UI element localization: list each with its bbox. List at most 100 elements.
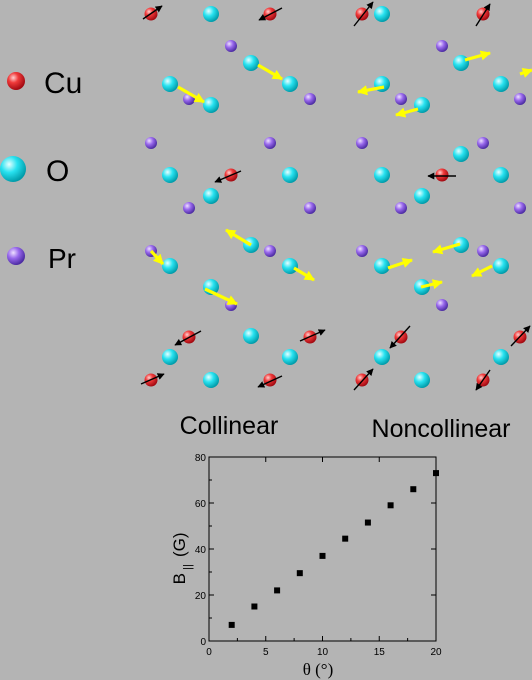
collinear-lattice (140, 5, 326, 388)
field-vs-angle-chart: 0 5 10 15 20 0 20 40 60 80 θ (°) B || (G) (170, 453, 442, 679)
oxygen-atom (162, 76, 178, 92)
y-tick-label: 20 (195, 591, 207, 602)
legend-item-cu: Cu (7, 67, 82, 100)
x-tick-label: 0 (206, 647, 212, 658)
pr-moment-arrow (432, 242, 461, 255)
cu-moment-arrow (475, 3, 491, 27)
pr-moment-arrow (471, 264, 493, 278)
data-point (228, 621, 235, 628)
noncollinear-lattice (353, 1, 532, 391)
oxygen-atom (374, 258, 390, 274)
y-tick-label: 0 (200, 637, 206, 648)
pr-moment-arrow (149, 249, 165, 266)
data-point (342, 535, 349, 542)
praseodymium-atom (436, 40, 448, 52)
cu-moment-arrow (475, 369, 491, 391)
cu-moment-arrow (389, 325, 411, 349)
legend-label-pr: Pr (48, 243, 76, 274)
cu-moment-arrow (353, 368, 374, 391)
praseodymium-atom (477, 245, 489, 257)
praseodymium-atom (304, 93, 316, 105)
praseodymium-atom-icon (7, 247, 25, 265)
x-axis: 0 5 10 15 20 (206, 457, 442, 658)
oxygen-atom (162, 349, 178, 365)
data-point (410, 486, 417, 493)
pr-moment-arrow (204, 287, 238, 306)
praseodymium-atom (356, 137, 368, 149)
pr-moment-arrow (387, 258, 413, 270)
oxygen-atom (493, 258, 509, 274)
collinear-label: Collinear (180, 412, 279, 440)
oxygen-atom (243, 328, 259, 344)
pr-moment-arrow (257, 63, 283, 81)
y-axis: 0 20 40 60 80 (195, 453, 436, 648)
praseodymium-atom (395, 202, 407, 214)
y-tick-label: 40 (195, 545, 207, 556)
copper-atom-icon (7, 72, 25, 90)
pr-moment-arrow (464, 50, 491, 62)
oxygen-atom (162, 258, 178, 274)
pr-moment-arrow (356, 85, 385, 96)
oxygen-atom (374, 349, 390, 365)
cu-moment-arrow (353, 1, 374, 27)
y-axis-label-unit: (G) (170, 532, 189, 557)
oxygen-atom (203, 6, 219, 22)
cu-moment-arrow (299, 329, 326, 342)
legend-item-o: O (0, 155, 69, 188)
pr-moment-arrow (225, 228, 252, 247)
oxygen-atom (243, 55, 259, 71)
x-axis-label: θ (°) (303, 660, 334, 679)
praseodymium-atom (395, 93, 407, 105)
noncollinear-label: Noncollinear (372, 415, 511, 443)
oxygen-atom (282, 76, 298, 92)
oxygen-atom (374, 6, 390, 22)
oxygen-atom (493, 167, 509, 183)
data-point (387, 502, 394, 509)
cu-moment-arrow (142, 5, 163, 20)
oxygen-atom-icon (0, 156, 26, 182)
oxygen-atom (282, 349, 298, 365)
oxygen-atom (414, 188, 430, 204)
data-point (296, 570, 303, 577)
x-tick-label: 20 (430, 647, 442, 658)
praseodymium-atom (183, 202, 195, 214)
oxygen-atom (203, 372, 219, 388)
data-point (274, 587, 281, 594)
cu-moment-arrow (258, 7, 283, 21)
cu-moment-arrow (510, 325, 531, 347)
pr-moment-arrow (395, 107, 419, 118)
oxygen-atom (282, 167, 298, 183)
cu-moment-arrow (214, 170, 242, 183)
x-tick-label: 15 (374, 647, 386, 658)
legend-label-o: O (46, 155, 69, 188)
oxygen-atom (203, 97, 219, 113)
plot-frame (208, 456, 437, 642)
praseodymium-atom (477, 137, 489, 149)
pr-moment-arrow (293, 266, 315, 282)
praseodymium-atom (436, 299, 448, 311)
legend-item-pr: Pr (7, 243, 76, 274)
x-tick-label: 10 (317, 647, 329, 658)
data-point (364, 519, 371, 526)
cu-moment-arrow (140, 373, 165, 385)
data-point (251, 603, 258, 610)
oxygen-atom (493, 76, 509, 92)
y-axis-label-main: B (170, 573, 189, 584)
oxygen-atom (453, 146, 469, 162)
y-axis-label: B || (G) (170, 532, 194, 584)
y-tick-label: 60 (195, 499, 207, 510)
y-axis-label-subscript: || (182, 564, 194, 570)
oxygen-atom (374, 167, 390, 183)
cu-moment-arrow (174, 330, 202, 346)
praseodymium-atom (514, 202, 526, 214)
praseodymium-atom (514, 93, 526, 105)
oxygen-atom (493, 349, 509, 365)
pr-moment-arrow (519, 68, 532, 78)
oxygen-atom (453, 55, 469, 71)
data-series (228, 470, 439, 628)
pr-moment-arrow (177, 85, 205, 104)
praseodymium-atom (264, 245, 276, 257)
oxygen-atom (414, 372, 430, 388)
oxygen-atom (203, 188, 219, 204)
